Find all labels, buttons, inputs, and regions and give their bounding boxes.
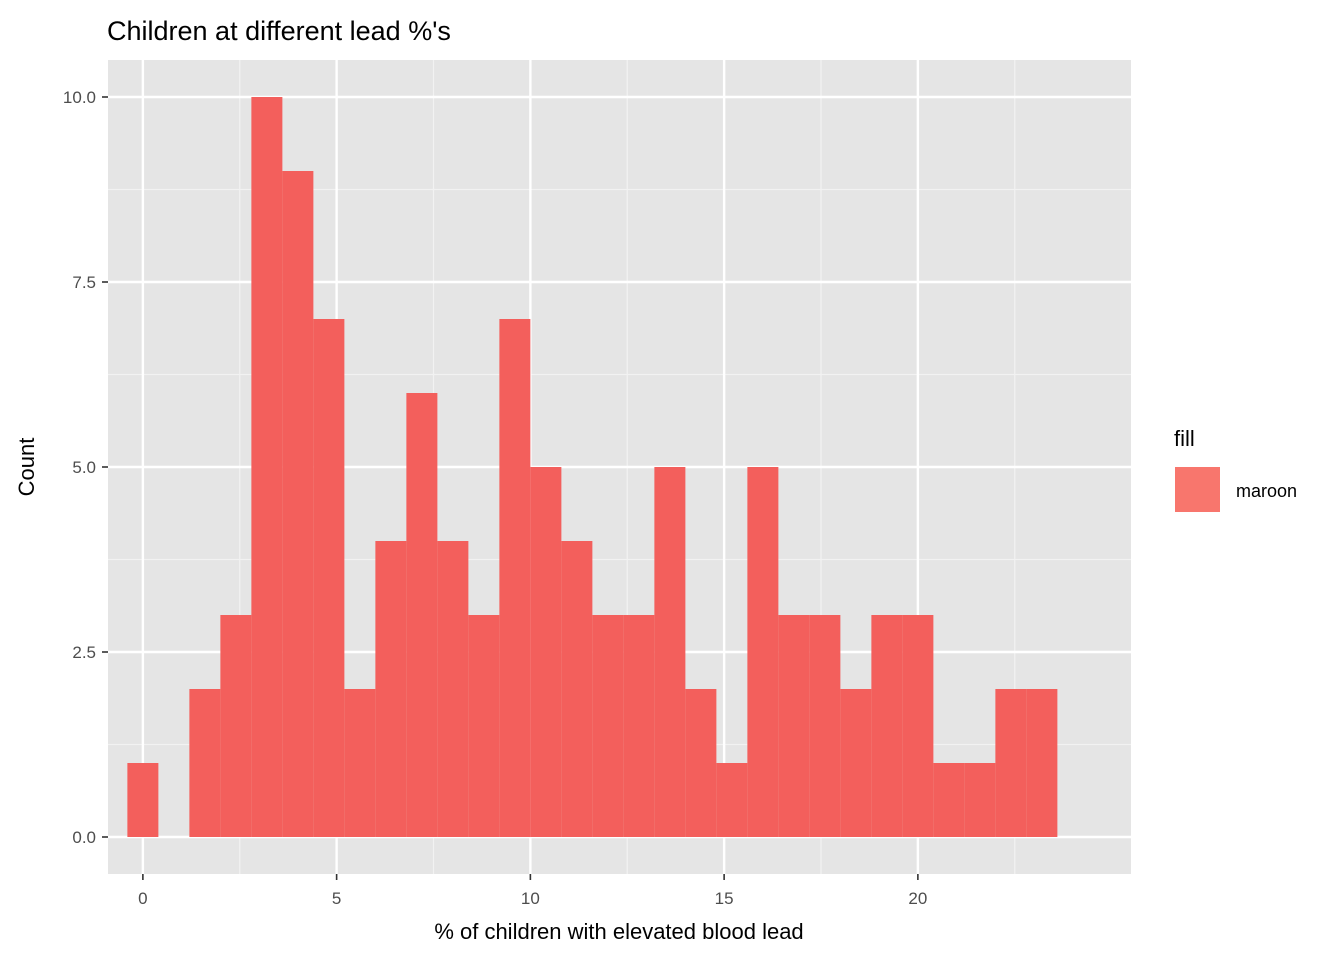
histogram-bar [530, 467, 562, 837]
y-tick-label: 5.0 [72, 458, 96, 477]
histogram-bar [189, 689, 221, 837]
legend: fill maroon [1174, 426, 1297, 512]
histogram-bar [437, 541, 469, 837]
histogram-bar [220, 615, 252, 837]
y-axis: 0.0 2.5 5.0 7.5 10.0 [63, 88, 108, 847]
x-tick-label: 0 [138, 889, 147, 908]
y-tick-label: 0.0 [72, 828, 96, 847]
x-axis: 0 5 10 15 20 [138, 874, 927, 908]
histogram-bar [313, 319, 345, 837]
x-tick-label: 5 [332, 889, 341, 908]
y-tick-label: 10.0 [63, 88, 96, 107]
histogram-bar [592, 615, 624, 837]
histogram-bar [282, 171, 314, 837]
histogram-bar [840, 689, 872, 837]
histogram-bar [468, 615, 500, 837]
legend-key-swatch [1175, 467, 1220, 512]
histogram-bar [654, 467, 686, 837]
x-tick-label: 15 [715, 889, 734, 908]
legend-title: fill [1174, 426, 1195, 451]
y-tick-label: 2.5 [72, 643, 96, 662]
histogram-bar [623, 615, 655, 837]
histogram-bar [933, 763, 965, 837]
histogram-bar [871, 615, 903, 837]
chart-title: Children at different lead %'s [107, 16, 451, 46]
x-axis-title: % of children with elevated blood lead [434, 919, 803, 944]
histogram-bar [127, 763, 159, 837]
histogram-bar [406, 393, 438, 837]
histogram-bar [995, 689, 1027, 837]
x-tick-label: 10 [521, 889, 540, 908]
histogram-bar [344, 689, 376, 837]
histogram-bar [809, 615, 841, 837]
histogram-bar [1026, 689, 1058, 837]
histogram-bar [902, 615, 934, 837]
histogram-bar [778, 615, 810, 837]
histogram-bar [964, 763, 996, 837]
y-axis-title: Count [14, 438, 39, 497]
y-tick-label: 7.5 [72, 273, 96, 292]
legend-item-label: maroon [1236, 481, 1297, 501]
histogram-bar [716, 763, 748, 837]
histogram-bar [251, 97, 283, 837]
histogram-bar [561, 541, 593, 837]
histogram-bar [375, 541, 407, 837]
histogram-bar [685, 689, 717, 837]
histogram-bar [747, 467, 779, 837]
x-tick-label: 20 [908, 889, 927, 908]
histogram-bars [127, 97, 1058, 837]
histogram-bar [499, 319, 531, 837]
